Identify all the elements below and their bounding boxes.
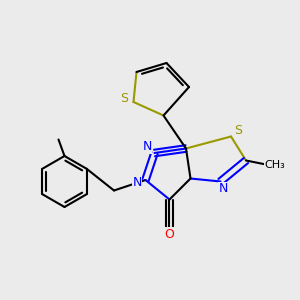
Text: O: O bbox=[165, 227, 174, 241]
Text: S: S bbox=[235, 124, 242, 137]
Text: S: S bbox=[121, 92, 128, 106]
Text: N: N bbox=[132, 176, 142, 190]
Text: N: N bbox=[219, 182, 228, 196]
Text: N: N bbox=[142, 140, 152, 153]
Text: CH₃: CH₃ bbox=[264, 160, 285, 170]
